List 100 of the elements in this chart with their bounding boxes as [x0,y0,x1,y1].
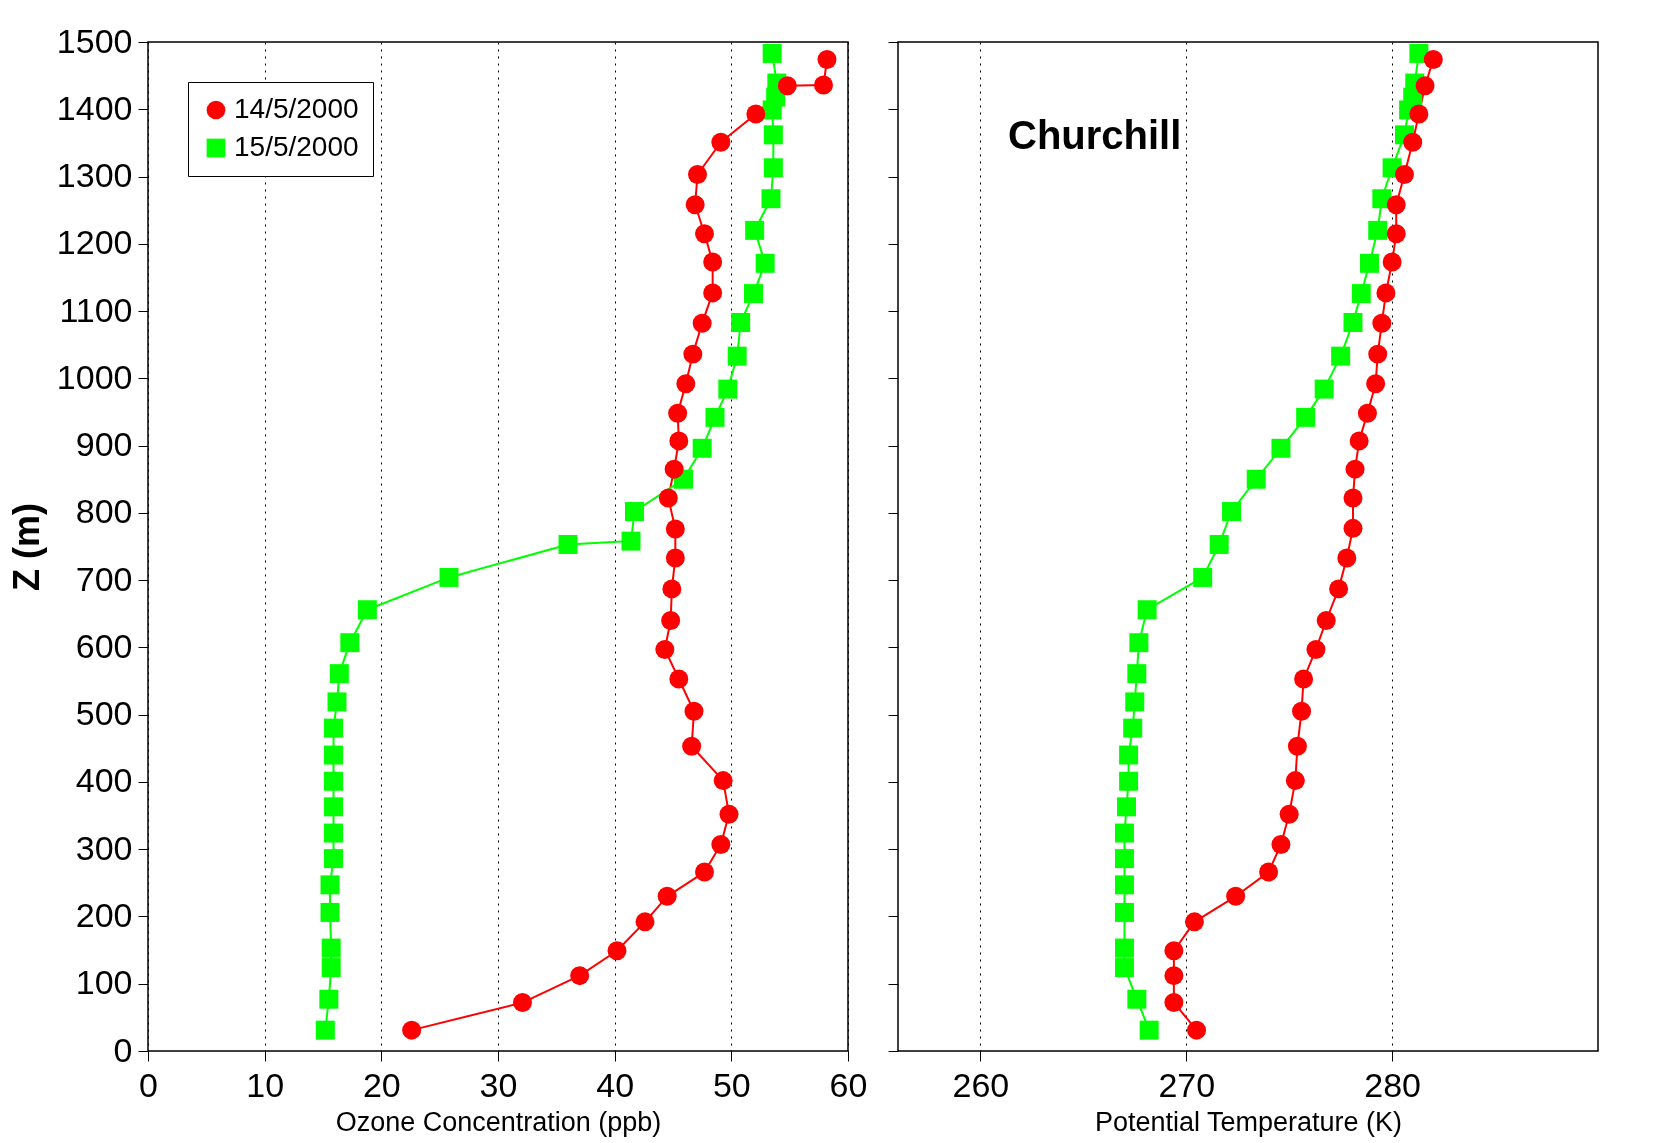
point [324,745,343,765]
point [688,165,707,184]
point [319,989,339,1009]
point [676,374,696,394]
point [1292,701,1312,721]
point [763,158,783,178]
point [1127,989,1147,1009]
point [324,771,343,791]
y-tick-label: 1000 [56,357,133,396]
point [1164,966,1184,986]
point [665,548,685,568]
point [1129,633,1149,653]
point [324,797,343,817]
point [1125,692,1145,712]
point [324,718,343,738]
point [692,313,712,333]
point [1343,518,1363,538]
point [669,669,689,689]
point [1114,875,1134,895]
point [761,189,781,209]
point [329,664,349,684]
y-tick-label: 100 [75,963,133,1002]
x-axis-title: Potential Temperature (K) [1094,1106,1403,1137]
annotation: Churchill [1008,113,1182,157]
x-tick-label: 50 [712,1065,751,1104]
point [324,849,343,869]
point [731,313,751,332]
point [695,224,714,244]
y-tick-label: 900 [75,425,133,464]
y-axis-title: Z (m) [5,503,47,591]
point [1187,1020,1207,1040]
point [683,344,703,364]
point [1119,745,1139,765]
y-tick-label: 600 [75,626,133,665]
point [744,284,763,304]
point [685,195,705,215]
point [1294,669,1314,689]
x-tick-label: 270 [1158,1065,1216,1104]
point [713,771,733,791]
point [695,862,714,882]
point [1114,823,1134,843]
point [746,104,766,124]
x-tick-label: 280 [1364,1065,1421,1104]
point [1368,344,1388,364]
point [1119,771,1139,791]
point [1403,132,1423,152]
point [621,531,641,551]
point [777,76,797,96]
legend-label: 14/5/2000 [234,93,359,124]
point [682,736,702,756]
point [1296,407,1316,427]
point [1376,283,1396,303]
point [1382,252,1402,272]
point [727,346,747,366]
point [1137,600,1157,620]
point [1337,548,1357,568]
x-tick-label: 30 [479,1065,518,1104]
point [1306,639,1326,659]
y-tick-label: 800 [75,492,133,531]
y-tick-label: 1300 [56,156,133,195]
y-tick-label: 300 [75,828,133,867]
point [711,835,731,854]
y-tick-label: 400 [75,761,133,800]
point [625,502,644,522]
point [321,958,341,978]
x-tick-label: 10 [246,1065,285,1104]
point [1351,284,1371,304]
point [1246,469,1266,489]
point [668,403,688,423]
point [1409,104,1429,124]
point [661,611,681,630]
point [1209,534,1229,554]
point [1359,253,1379,273]
point [1114,849,1134,869]
x-tick-label: 40 [596,1065,635,1104]
point [402,1020,422,1040]
point [1164,993,1184,1013]
point [705,407,725,427]
point [1271,835,1291,854]
point [1366,374,1386,394]
point [1193,567,1213,587]
y-tick-label: 1200 [56,223,133,262]
point [1343,488,1363,508]
point [745,220,765,240]
point [719,804,739,824]
point [1226,886,1246,906]
point [1222,502,1242,522]
point [513,993,532,1013]
y-tick-label: 1100 [59,290,133,329]
point [1114,938,1134,958]
point [1287,736,1307,756]
point [658,488,678,508]
point [324,823,343,843]
point [1316,611,1336,630]
point [711,132,731,152]
point [1123,718,1143,738]
point [1415,76,1435,96]
point [703,252,723,272]
point [1117,797,1137,817]
y-tick-label: 200 [75,895,133,934]
